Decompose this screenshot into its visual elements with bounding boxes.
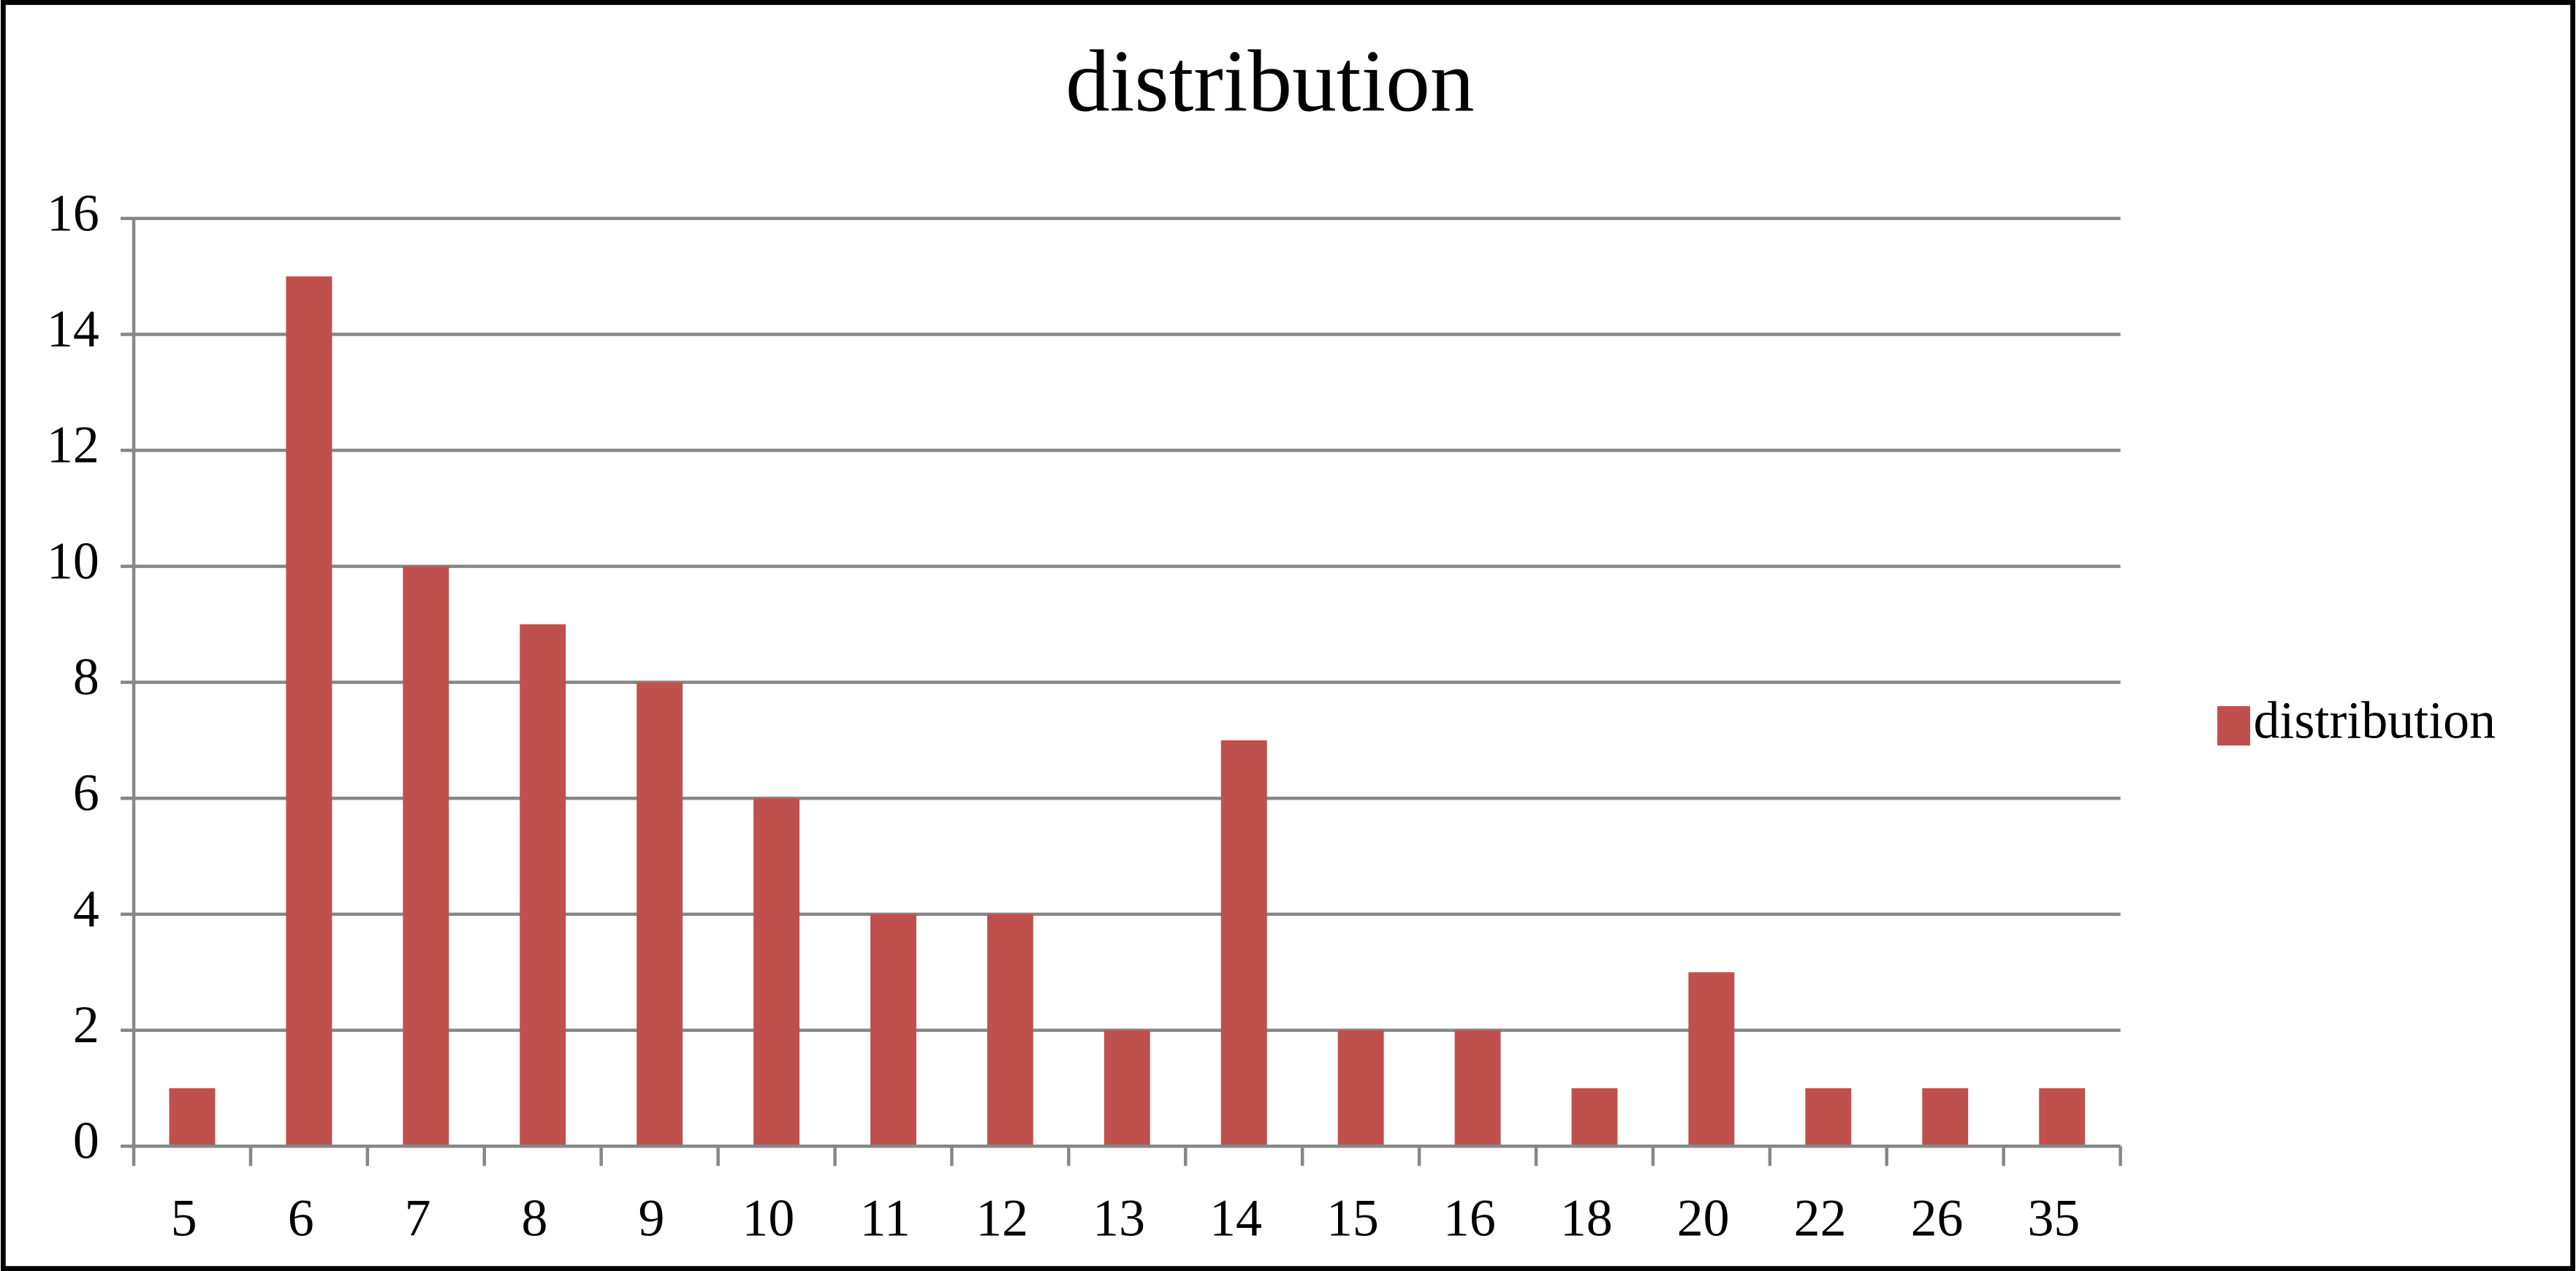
- x-tick-label: 15: [1326, 1188, 1379, 1247]
- x-tick-label: 6: [288, 1188, 314, 1247]
- x-tick-label: 20: [1677, 1188, 1730, 1247]
- x-tick-label: 16: [1443, 1188, 1496, 1247]
- legend-swatch: [2217, 706, 2251, 746]
- bar: [286, 276, 333, 1147]
- chart-title: distribution: [1065, 32, 1474, 130]
- legend-label: distribution: [2254, 691, 2496, 750]
- x-tick-label: 11: [860, 1188, 911, 1247]
- x-tick-label: 26: [1911, 1188, 1964, 1247]
- x-tick-label: 7: [405, 1188, 431, 1247]
- y-tick-label: 2: [73, 995, 99, 1054]
- y-tick-label: 8: [73, 648, 99, 706]
- bar: [169, 1088, 216, 1147]
- x-tick-label: 5: [171, 1188, 197, 1247]
- bar: [987, 914, 1033, 1147]
- x-tick-label: 22: [1794, 1188, 1847, 1247]
- bar: [870, 914, 916, 1147]
- bar: [1922, 1088, 1969, 1147]
- x-tick-label: 8: [522, 1188, 548, 1247]
- bar: [1571, 1088, 1618, 1147]
- bar: [1337, 1030, 1384, 1147]
- bar: [403, 566, 449, 1147]
- bar: [1805, 1088, 1852, 1147]
- y-tick-label: 16: [47, 183, 99, 242]
- y-tick-label: 14: [47, 300, 99, 358]
- y-tick-label: 6: [73, 764, 99, 822]
- x-tick-label: 13: [1093, 1188, 1145, 1247]
- y-tick-label: 0: [73, 1112, 99, 1170]
- bar: [753, 798, 800, 1147]
- bar: [1688, 972, 1735, 1147]
- y-tick-label: 4: [73, 879, 99, 938]
- bar: [1454, 1030, 1501, 1147]
- x-tick-label: 35: [2027, 1188, 2080, 1247]
- x-tick-label: 9: [638, 1188, 664, 1247]
- bar: [637, 682, 683, 1147]
- x-tick-label: 10: [742, 1188, 794, 1247]
- bar: [1103, 1030, 1150, 1147]
- x-tick-label: 12: [976, 1188, 1028, 1247]
- bar: [520, 624, 566, 1147]
- x-tick-label: 18: [1560, 1188, 1613, 1247]
- y-tick-label: 10: [47, 531, 99, 590]
- bar: [1220, 740, 1267, 1147]
- bar: [2039, 1088, 2086, 1147]
- y-tick-label: 12: [47, 416, 99, 474]
- x-tick-label: 14: [1209, 1188, 1262, 1247]
